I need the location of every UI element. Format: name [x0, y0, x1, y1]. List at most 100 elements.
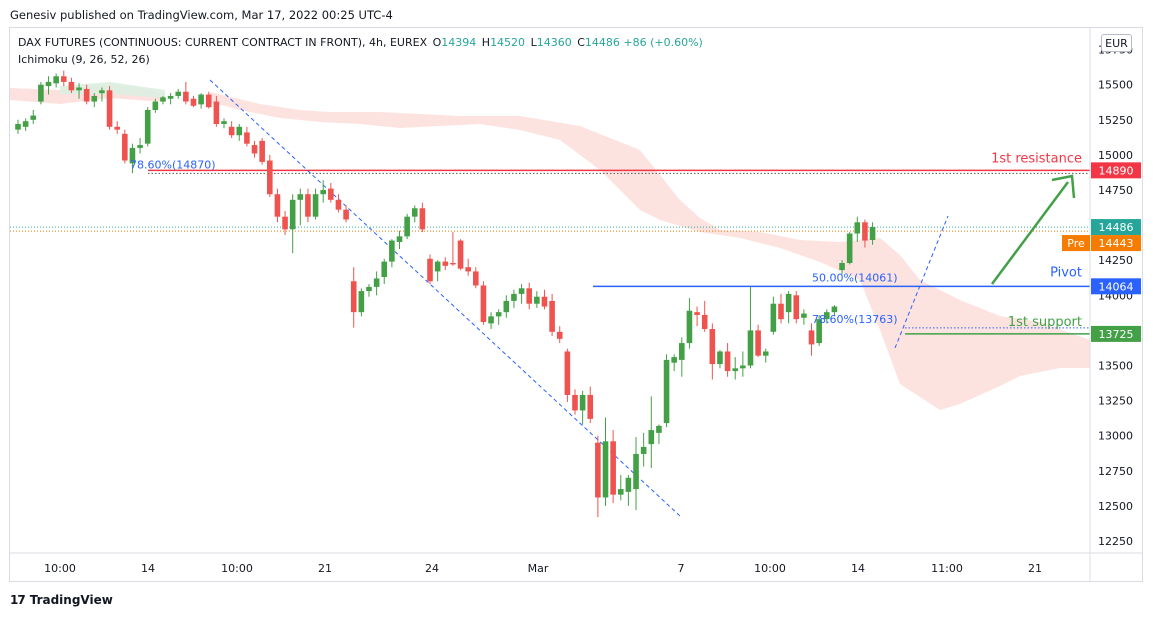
candle-body [83, 88, 90, 102]
candle-body [846, 233, 853, 264]
candle-body [556, 331, 563, 339]
x-tick-label: Mar [528, 562, 549, 575]
candle-body [373, 278, 380, 287]
candle-body [671, 357, 677, 363]
candle-body [701, 314, 708, 329]
fib-label: 50.00%(14061) [812, 271, 898, 284]
candle-body [175, 91, 182, 96]
candle-body [862, 222, 868, 241]
annotations: 14890 14486 Pre 14443 14064 13725 1st resistan… [130, 151, 1141, 342]
candle-body [450, 263, 456, 265]
candle-body [282, 216, 288, 230]
candle-body [396, 236, 403, 242]
candle-body [297, 194, 304, 200]
y-tick-label: 14750 [1098, 184, 1133, 197]
candle-body [511, 293, 517, 301]
cloud-segment [210, 92, 1090, 410]
candle-body [68, 81, 75, 91]
candle-body [114, 126, 120, 130]
candle-body [465, 267, 471, 272]
price-badge [1091, 219, 1141, 236]
pre-badge-label: Pre [1067, 237, 1085, 250]
candle-body [434, 261, 441, 272]
footer-brand[interactable]: 17 TradingView [10, 593, 113, 607]
fib-trend-line [894, 215, 949, 349]
candle-body [53, 76, 59, 84]
candle-body [526, 288, 533, 304]
indicator-legend[interactable]: Ichimoku (9, 26, 52, 26) [18, 53, 150, 66]
candle-body [869, 227, 876, 240]
x-tick-label: 24 [425, 562, 439, 575]
candle-body [648, 430, 655, 445]
ohlc-o-label: O [432, 36, 442, 49]
target-arrow [990, 181, 1070, 285]
candle-body [259, 140, 265, 162]
candle-body [839, 263, 845, 271]
candle-body [831, 306, 838, 313]
resistance-label: 1st resistance [991, 151, 1082, 166]
x-tick-label: 7 [678, 562, 685, 575]
pre-badge [1062, 235, 1090, 252]
candle-body [587, 394, 594, 419]
candle-body [503, 300, 510, 313]
candle-body [419, 208, 426, 230]
candle-body [579, 394, 586, 411]
x-tick-label: 10:00 [221, 562, 253, 575]
candle-body [709, 328, 716, 365]
ohlc-c-label: C [577, 36, 585, 49]
candle-body [312, 194, 319, 217]
candle-body [22, 121, 29, 127]
fib-label: 78.60%(14870) [130, 158, 216, 171]
candle-body [228, 126, 235, 136]
x-tick-label: 11:00 [931, 562, 963, 575]
price-badge-label: 14443 [1099, 237, 1134, 250]
x-tick-label: 21 [1028, 562, 1042, 575]
fib-label: 78.60%(13763) [812, 313, 898, 326]
y-tick-label: 13250 [1098, 395, 1133, 408]
candle-body [236, 126, 243, 136]
candle-body [198, 94, 204, 105]
candle-body [732, 368, 739, 372]
candle-body [625, 477, 632, 492]
candle-body [549, 300, 555, 332]
candle-body [778, 303, 784, 320]
symbol-name: DAX FUTURES (CONTINUOUS: CURRENT CONTRAC… [18, 36, 428, 49]
ichimoku-cloud [10, 82, 1090, 410]
price-badge [1091, 235, 1141, 252]
candle-body [190, 98, 197, 106]
symbol-legend[interactable]: DAX FUTURES (CONTINUOUS: CURRENT CONTRAC… [18, 36, 703, 49]
price-badge [1091, 325, 1141, 342]
ohlc-l-label: L [530, 36, 537, 49]
y-tick-label: 12750 [1098, 465, 1133, 478]
candle-body [320, 190, 326, 195]
candle-body [656, 425, 662, 433]
y-tick-label: 13000 [1098, 430, 1133, 443]
candle-body [274, 194, 281, 217]
candle-body [679, 343, 685, 360]
support-label: 1st support [1008, 315, 1082, 330]
candle-body [442, 261, 449, 266]
candle-body [595, 442, 601, 498]
y-tick-label: 12500 [1098, 500, 1133, 513]
currency-button[interactable]: EUR [1101, 34, 1132, 52]
candle-body [129, 147, 136, 164]
ohlc-h: 14520 [490, 36, 526, 49]
candle-body [762, 351, 769, 356]
candle-body [747, 330, 754, 366]
y-tick-label: 15250 [1098, 114, 1133, 127]
candle-body [823, 312, 830, 320]
candle-body [808, 330, 815, 345]
candle-body [495, 312, 502, 317]
candle-body [694, 312, 700, 315]
candle-body [816, 319, 822, 344]
y-tick-label: 15500 [1098, 79, 1133, 92]
candle-body [801, 313, 807, 318]
candle-body [488, 316, 494, 324]
candle-body [564, 351, 571, 395]
ohlc-l: 14360 [536, 36, 572, 49]
pivot-label: Pivot [1050, 265, 1082, 280]
price-badge-label: 14486 [1099, 221, 1134, 234]
candle-body [854, 222, 861, 234]
candle-body [15, 124, 21, 130]
